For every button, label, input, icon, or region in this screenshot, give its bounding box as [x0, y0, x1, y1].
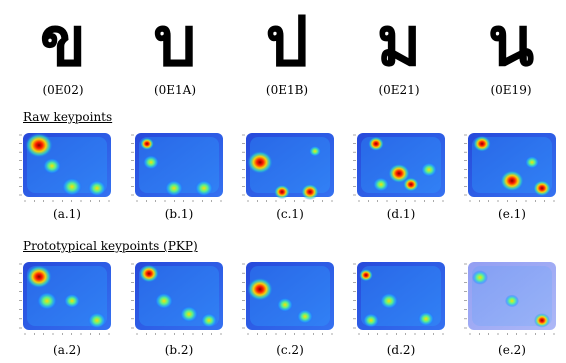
heatmap-pkp-e	[462, 258, 562, 336]
unicode-code-0e02: (0E02)	[42, 83, 84, 97]
heatmap-raw-e	[462, 129, 562, 203]
caption-c1: (c.1)	[276, 207, 304, 221]
caption-c2: (c.2)	[276, 343, 304, 357]
section-title-prototypical-keypoints: Prototypical keypoints (PKP)	[23, 239, 198, 253]
unicode-code-0e21: (0E21)	[378, 83, 420, 97]
thai-glyph-bo-baimai: บ	[153, 3, 197, 82]
caption-b1: (b.1)	[164, 207, 194, 221]
heatmap-raw-c	[240, 129, 340, 203]
heatmap-raw-d	[351, 129, 451, 203]
caption-e1: (e.1)	[498, 207, 526, 221]
caption-d2: (d.2)	[386, 343, 416, 357]
heatmap-pkp-b	[129, 258, 229, 336]
thai-glyph-kho-khai: ข	[39, 3, 87, 82]
heatmap-raw-a	[17, 129, 117, 203]
section-title-raw-keypoints: Raw keypoints	[23, 110, 113, 124]
thai-glyph-po-pla: ป	[265, 3, 309, 82]
caption-a1: (a.1)	[53, 207, 81, 221]
caption-b2: (b.2)	[164, 343, 194, 357]
heatmap-raw-b	[129, 129, 229, 203]
heatmap-pkp-d	[351, 258, 451, 336]
thai-glyph-mo-ma: ม	[376, 3, 422, 82]
unicode-code-0e19: (0E19)	[490, 83, 532, 97]
caption-e2: (e.2)	[498, 343, 526, 357]
thai-glyph-no-nu: น	[487, 3, 535, 82]
heatmap-pkp-c	[240, 258, 340, 336]
unicode-code-0e1b: (0E1B)	[265, 83, 309, 97]
unicode-code-0e1a: (0E1A)	[153, 83, 197, 97]
heatmap-pkp-a	[17, 258, 117, 336]
caption-a2: (a.2)	[53, 343, 81, 357]
caption-d1: (d.1)	[386, 207, 416, 221]
